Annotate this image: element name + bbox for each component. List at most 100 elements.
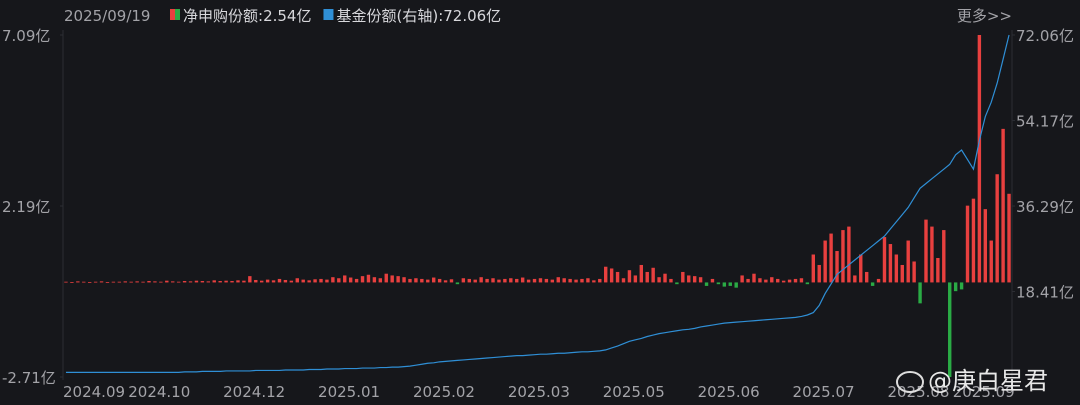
bar (259, 280, 264, 283)
bar (1007, 193, 1011, 283)
bar (776, 278, 780, 283)
bar (372, 277, 377, 283)
bar (574, 279, 578, 283)
legend: 净申购份额:2.54亿 基金份额(右轴):72.06亿 (170, 7, 501, 25)
x-tick-label: 2024.10 (128, 383, 190, 401)
x-tick-label: 2025.03 (508, 383, 570, 401)
bar (752, 273, 756, 283)
bar (141, 281, 145, 283)
bar (621, 278, 626, 283)
legend-value: :2.54亿 (258, 7, 311, 25)
bar (491, 278, 495, 283)
bar (959, 282, 964, 290)
bar (248, 276, 252, 283)
x-tick-label: 2025.05 (603, 383, 665, 401)
bar (870, 282, 875, 286)
bar (437, 278, 442, 283)
bar (787, 279, 792, 283)
bar (236, 280, 240, 283)
watermark: @庚白星君 (896, 367, 1048, 395)
bar (366, 274, 371, 283)
bar (817, 264, 821, 283)
bar (176, 281, 181, 283)
bar (194, 280, 199, 283)
legend-value: :72.06亿 (438, 7, 501, 25)
bar (639, 264, 643, 283)
bar (402, 277, 406, 283)
bar (876, 278, 881, 283)
more-link[interactable]: 更多>> (957, 7, 1012, 25)
x-tick-label: 2025.06 (698, 383, 760, 401)
bar (159, 281, 163, 283)
legend-swatch (170, 9, 175, 20)
bar (99, 281, 104, 283)
bar (657, 277, 661, 283)
bar (989, 240, 993, 283)
bar (426, 279, 430, 283)
bar (562, 278, 566, 283)
bar (550, 279, 555, 283)
bar (918, 282, 922, 304)
bar (971, 198, 976, 283)
bar (764, 279, 768, 283)
y2-tick-label: 54.17亿 (1016, 113, 1074, 131)
bar (147, 281, 151, 283)
bar (467, 278, 471, 283)
bar (544, 278, 549, 283)
bar (663, 273, 667, 283)
bar (165, 280, 169, 283)
bar (242, 280, 246, 283)
bar (841, 230, 845, 283)
watermark-text: @庚白星君 (928, 367, 1048, 395)
bar (912, 261, 916, 283)
bar (230, 281, 234, 283)
bar (669, 278, 673, 283)
legend-label: 基金份额(右轴) (336, 7, 438, 25)
bar (793, 278, 798, 283)
bar (692, 276, 697, 283)
legend-swatch (175, 9, 180, 20)
legend-swatch (323, 9, 334, 20)
bar (343, 275, 347, 283)
y2-tick-label: 72.06亿 (1016, 27, 1074, 45)
bar (681, 271, 685, 283)
bar (965, 205, 970, 283)
bar (894, 254, 899, 283)
bar (835, 251, 839, 283)
bar (526, 279, 531, 283)
x-tick-label: 2025.01 (318, 383, 380, 401)
bar (586, 278, 590, 283)
bar (977, 35, 982, 283)
bar (936, 257, 940, 283)
bar (396, 276, 400, 283)
line (65, 34, 1010, 373)
bar (805, 282, 810, 285)
bar (64, 281, 68, 283)
bar (823, 240, 827, 283)
bar (360, 276, 365, 283)
bar (384, 273, 388, 283)
bar (307, 280, 311, 283)
legend-label: 净申购份额 (183, 7, 258, 25)
bar (313, 279, 317, 283)
bar (1001, 128, 1005, 283)
bar (378, 278, 383, 283)
y-tick-label: 7.09亿 (2, 27, 50, 45)
bar (651, 267, 655, 283)
y-tick-label: 2.19亿 (2, 198, 50, 216)
bar (942, 230, 946, 283)
bar (799, 278, 804, 283)
bar (295, 278, 299, 283)
bar (455, 282, 460, 285)
bar (698, 277, 703, 283)
bar (497, 279, 501, 283)
bar (277, 278, 282, 283)
y2-tick-label: 18.41亿 (1016, 284, 1074, 302)
bar (188, 281, 193, 283)
bar (485, 278, 489, 283)
bar (716, 282, 721, 285)
bar (111, 281, 116, 283)
x-tick-label: 2024.12 (223, 383, 285, 401)
bar (319, 278, 323, 283)
